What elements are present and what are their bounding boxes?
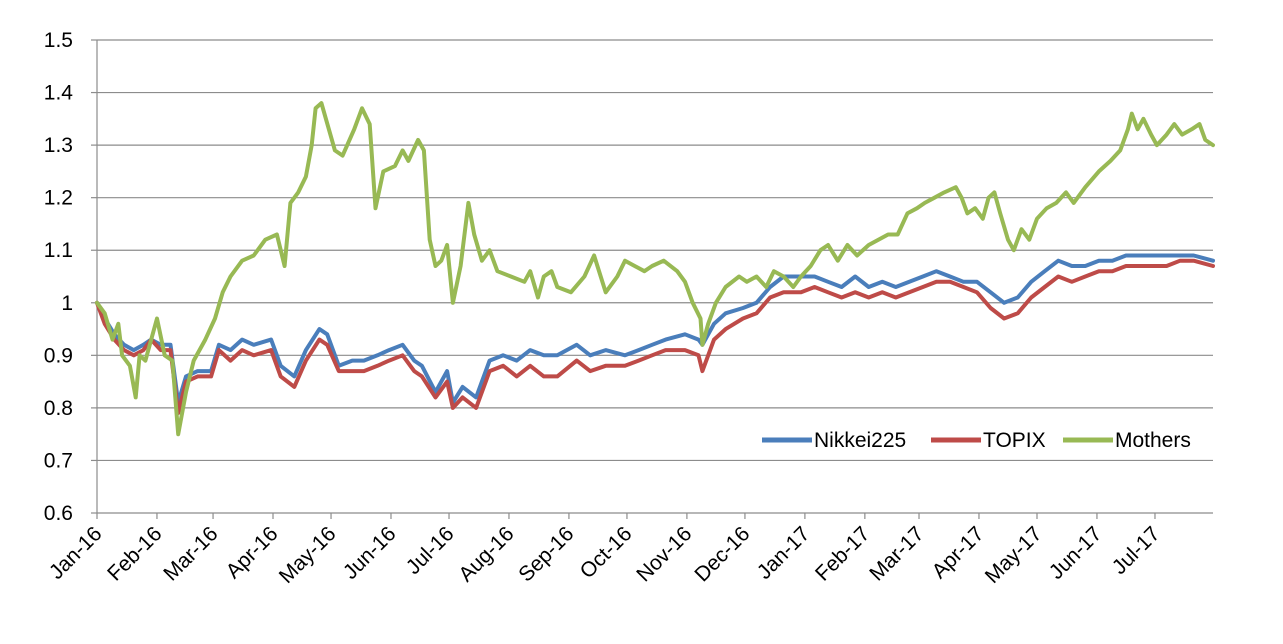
y-tick-labels: 0.6 0.7 0.8 0.9 1 1.1 1.2 1.3 1.4 1.5 — [44, 29, 74, 525]
y-tick-label: 0.9 — [44, 344, 73, 367]
legend-label-topix: TOPIX — [983, 429, 1046, 452]
series-line-topix — [95, 258, 1215, 416]
x-tick-label: Jul-16 — [402, 522, 459, 579]
x-tick-label: Nov-16 — [632, 522, 696, 586]
y-tick-label: 1 — [61, 292, 73, 315]
axes — [91, 39, 1213, 519]
gridlines — [97, 39, 1213, 462]
x-tick-label: Apr-16 — [222, 522, 283, 583]
y-tick-label: 1.5 — [44, 29, 73, 52]
series-line-mothers — [95, 101, 1215, 437]
x-tick-label: Oct-16 — [576, 522, 637, 583]
legend-label-mothers: Mothers — [1115, 429, 1191, 452]
x-tick-label: Jun-16 — [339, 522, 401, 584]
legend: Nikkei225 TOPIX Mothers — [762, 429, 1191, 452]
x-tick-label: May-16 — [275, 522, 341, 588]
x-tick-label: Feb-17 — [811, 522, 874, 585]
x-tick-label: Mar-17 — [865, 522, 928, 585]
y-tick-label: 0.6 — [44, 502, 73, 525]
x-tick-label: Aug-16 — [454, 522, 518, 586]
series-lines — [95, 101, 1215, 437]
y-tick-label: 1.1 — [44, 239, 73, 262]
x-tick-label: Sep-16 — [514, 522, 578, 586]
x-tick-label: May-17 — [981, 522, 1047, 588]
x-tick-label: Apr-17 — [928, 522, 989, 583]
y-tick-label: 1.2 — [44, 187, 73, 210]
x-tick-label: Mar-16 — [159, 522, 222, 585]
y-tick-label: 0.8 — [44, 397, 73, 420]
x-tick-label: Dec-16 — [690, 522, 754, 586]
x-tick-label: Jan-16 — [45, 522, 107, 584]
legend-label-nikkei225: Nikkei225 — [814, 429, 906, 452]
x-tick-label: Jul-17 — [1108, 522, 1165, 579]
y-tick-label: 1.3 — [44, 134, 73, 157]
x-tick-label: Jun-17 — [1045, 522, 1107, 584]
y-tick-label: 1.4 — [44, 82, 74, 105]
y-tick-label: 0.7 — [44, 449, 73, 472]
x-tick-label: Feb-16 — [103, 522, 166, 585]
x-tick-label: Jan-17 — [753, 522, 815, 584]
series-line-nikkei225 — [95, 253, 1215, 405]
